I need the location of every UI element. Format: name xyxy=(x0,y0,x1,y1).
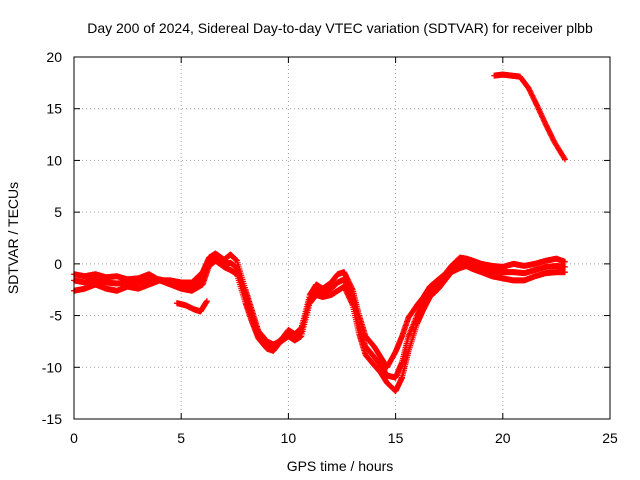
data-point xyxy=(540,115,547,122)
chart-title: Day 200 of 2024, Sidereal Day-to-day VTE… xyxy=(87,20,593,36)
y-tick-label: -15 xyxy=(42,411,62,427)
axis-ticks: 0 5 10 15 20 25 -15 -10 -5 0 5 10 15 20 xyxy=(42,49,618,446)
x-axis-label: GPS time / hours xyxy=(287,458,394,474)
data-point xyxy=(561,155,568,162)
data-point xyxy=(537,109,544,116)
y-tick-label: -5 xyxy=(50,308,63,324)
data-point xyxy=(539,113,546,120)
data-markers xyxy=(71,71,568,395)
data-point xyxy=(561,269,568,276)
data-point xyxy=(561,258,568,265)
x-tick-label: 20 xyxy=(495,430,511,446)
x-tick-label: 5 xyxy=(177,430,185,446)
data-point xyxy=(203,298,210,305)
data-point xyxy=(534,103,541,110)
data-point xyxy=(537,110,544,117)
data-point xyxy=(349,292,356,299)
data-point xyxy=(561,156,568,163)
y-tick-label: -10 xyxy=(42,359,62,375)
y-tick-label: 0 xyxy=(54,256,62,272)
data-point xyxy=(538,111,545,118)
data-point xyxy=(534,102,541,109)
series-track-5 xyxy=(491,71,568,163)
data-point xyxy=(540,117,547,124)
data-point xyxy=(539,114,546,121)
y-tick-label: 10 xyxy=(46,152,62,168)
grid-lines xyxy=(74,57,610,419)
data-point xyxy=(535,106,542,113)
data-point xyxy=(561,263,568,270)
series-track-4 xyxy=(173,298,210,315)
x-tick-label: 15 xyxy=(388,430,404,446)
y-tick-label: 15 xyxy=(46,101,62,117)
data-point xyxy=(536,107,543,114)
x-tick-label: 10 xyxy=(281,430,297,446)
y-tick-label: 20 xyxy=(46,49,62,65)
data-point xyxy=(535,105,542,112)
y-axis-label: SDTVAR / TECUs xyxy=(5,182,21,294)
y-tick-label: 5 xyxy=(54,204,62,220)
plot-frame xyxy=(73,56,611,420)
series-track-3 xyxy=(71,254,568,381)
data-point xyxy=(541,118,548,125)
x-tick-label: 25 xyxy=(602,430,618,446)
x-tick-label: 0 xyxy=(70,430,78,446)
